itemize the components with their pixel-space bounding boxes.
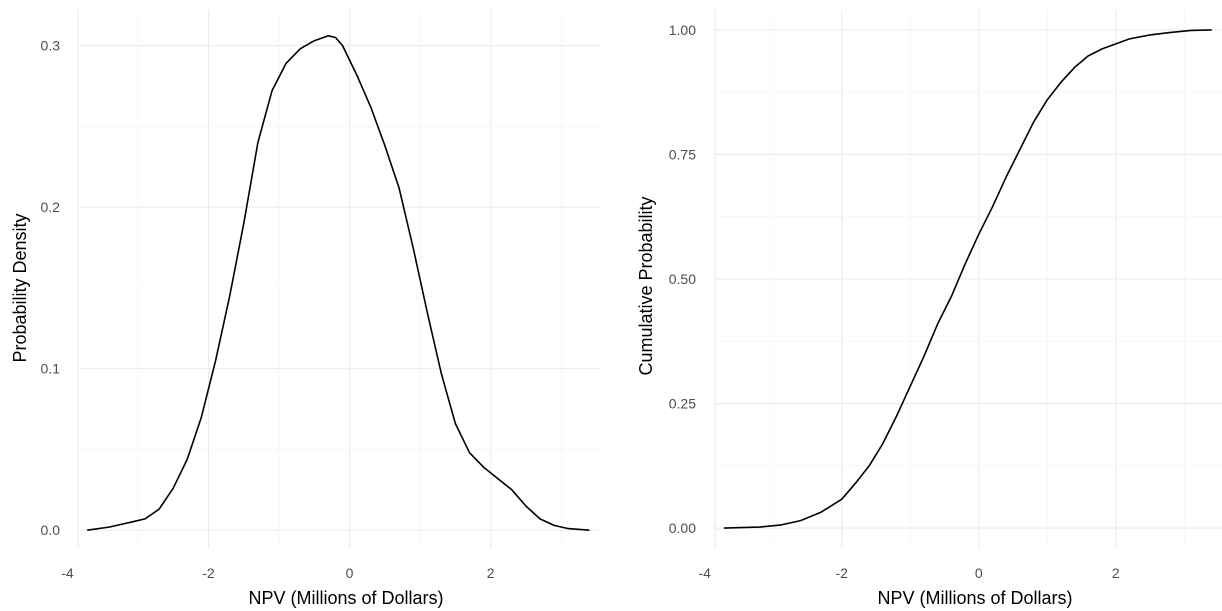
curve-layer: [723, 29, 1212, 529]
y-tick-label: 0.2: [41, 199, 61, 215]
y-tick-label: 0.0: [41, 522, 61, 538]
tick-labels: -4 -2 0 2 0.00 0.25 0.50 0.75 1.00: [669, 22, 1120, 581]
y-tick-label: 1.00: [669, 22, 696, 38]
y-axis-title: Cumulative Probability: [636, 196, 656, 375]
x-axis-title: NPV (Millions of Dollars): [877, 588, 1072, 608]
x-tick-label: -2: [836, 565, 849, 581]
cumulative-panel: -4 -2 0 2 0.00 0.25 0.50 0.75 1.00 NPV (Millions…: [636, 10, 1222, 608]
x-tick-label: 0: [346, 565, 354, 581]
x-axis-title: NPV (Millions of Dollars): [248, 588, 443, 608]
x-tick-label: 0: [975, 565, 983, 581]
series-line: [723, 29, 1212, 529]
grid: [77, 10, 600, 548]
series-line: [87, 35, 590, 531]
x-tick-label: -2: [202, 565, 215, 581]
curve-layer: [87, 35, 590, 531]
x-tick-label: 2: [487, 565, 495, 581]
y-tick-label: 0.75: [669, 146, 696, 162]
y-tick-label: 0.50: [669, 271, 696, 287]
y-tick-label: 0.00: [669, 520, 696, 536]
grid: [714, 10, 1222, 548]
y-axis-title: Probability Density: [10, 213, 30, 362]
tick-labels: -4 -2 0 2 0.0 0.1 0.2 0.3: [41, 38, 495, 581]
y-tick-label: 0.25: [669, 396, 696, 412]
y-tick-label: 0.1: [41, 361, 61, 377]
x-tick-label: -4: [61, 565, 74, 581]
y-tick-label: 0.3: [41, 38, 61, 54]
x-tick-label: -4: [698, 565, 711, 581]
density-panel: -4 -2 0 2 0.0 0.1 0.2 0.3 NPV (Millions of Doll…: [10, 10, 600, 608]
x-tick-label: 2: [1112, 565, 1120, 581]
